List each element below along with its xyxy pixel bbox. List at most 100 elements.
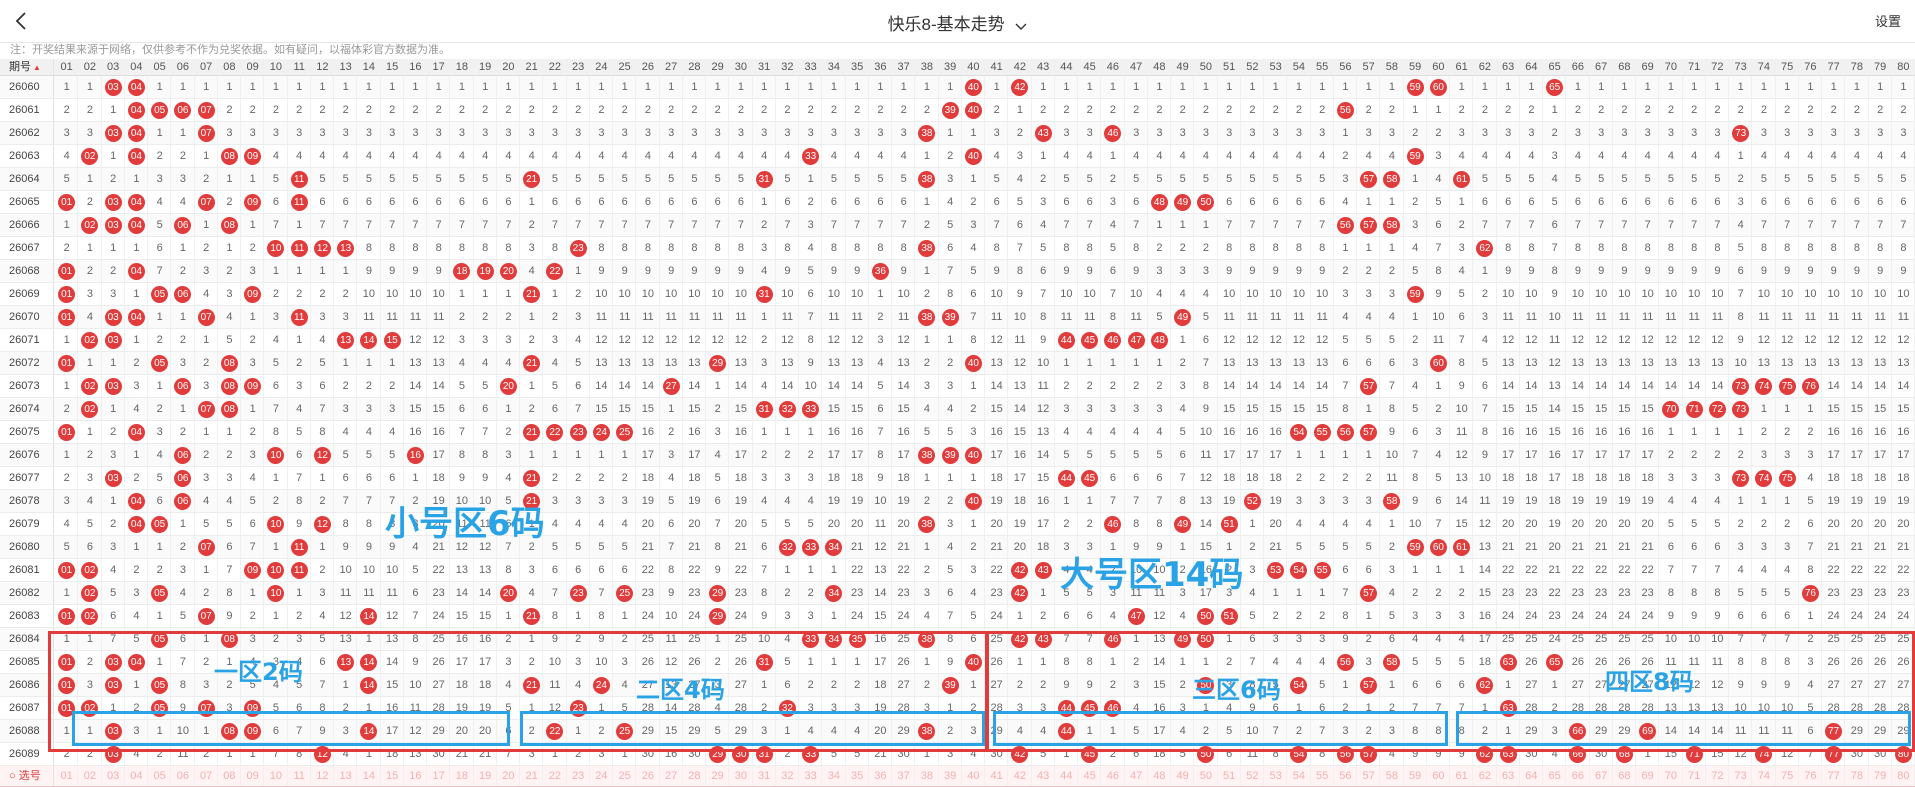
- select-number-button[interactable]: 53: [1265, 766, 1288, 786]
- number-cell: 01: [56, 306, 79, 328]
- select-number-button[interactable]: 67: [1591, 766, 1613, 786]
- select-number-button[interactable]: 19: [475, 766, 497, 786]
- select-number-button[interactable]: 52: [1242, 766, 1265, 786]
- select-number-button[interactable]: 26: [637, 766, 660, 786]
- select-number-button[interactable]: 09: [242, 766, 265, 786]
- select-number-button[interactable]: 69: [1637, 766, 1660, 786]
- select-number-button[interactable]: 56: [1335, 766, 1358, 786]
- select-number-button[interactable]: 72: [1707, 766, 1730, 786]
- select-number-button[interactable]: 03: [103, 766, 125, 786]
- select-number-button[interactable]: 70: [1660, 766, 1683, 786]
- select-number-button[interactable]: 65: [1544, 766, 1567, 786]
- select-number-button[interactable]: 31: [754, 766, 776, 786]
- select-number-button[interactable]: 73: [1730, 766, 1753, 786]
- select-number-button[interactable]: 76: [1800, 766, 1823, 786]
- select-number-button[interactable]: 24: [591, 766, 614, 786]
- number-header: 45: [1079, 59, 1102, 75]
- select-number-button[interactable]: 25: [614, 766, 637, 786]
- number-cell: 25: [1591, 628, 1613, 650]
- select-number-button[interactable]: 23: [568, 766, 590, 786]
- select-number-button[interactable]: 60: [1428, 766, 1451, 786]
- select-number-button[interactable]: 77: [1823, 766, 1846, 786]
- select-number-button[interactable]: 57: [1358, 766, 1381, 786]
- number-cell: 1: [126, 444, 149, 466]
- period-header[interactable]: 期号 ▲: [0, 59, 54, 75]
- select-number-button[interactable]: 64: [1521, 766, 1544, 786]
- select-number-button[interactable]: 46: [1102, 766, 1125, 786]
- select-number-button[interactable]: 04: [126, 766, 149, 786]
- select-number-button[interactable]: 62: [1474, 766, 1497, 786]
- select-number-button[interactable]: 63: [1498, 766, 1520, 786]
- select-number-button[interactable]: 55: [1312, 766, 1334, 786]
- select-number-button[interactable]: 66: [1567, 766, 1590, 786]
- number-cell: 31: [754, 283, 776, 305]
- select-number-button[interactable]: 68: [1614, 766, 1637, 786]
- select-number-button[interactable]: 15: [382, 766, 404, 786]
- select-number-button[interactable]: 16: [405, 766, 428, 786]
- select-number-button[interactable]: 07: [196, 766, 218, 786]
- select-number-button[interactable]: 40: [963, 766, 986, 786]
- number-cell: 12: [1288, 329, 1311, 351]
- select-number-button[interactable]: 13: [335, 766, 358, 786]
- select-number-button[interactable]: 41: [986, 766, 1009, 786]
- number-cell: 4: [707, 145, 730, 167]
- select-number-button[interactable]: 12: [312, 766, 335, 786]
- select-number-button[interactable]: 20: [498, 766, 521, 786]
- select-number-button[interactable]: 78: [1846, 766, 1869, 786]
- select-number-button[interactable]: 32: [777, 766, 800, 786]
- number-header: 61: [1451, 59, 1474, 75]
- select-number-button[interactable]: 45: [1079, 766, 1102, 786]
- select-number-button[interactable]: 33: [800, 766, 823, 786]
- select-number-button[interactable]: 36: [870, 766, 893, 786]
- select-number-button[interactable]: 74: [1753, 766, 1776, 786]
- number-cell: 34: [823, 582, 846, 604]
- select-number-button[interactable]: 58: [1381, 766, 1404, 786]
- select-number-button[interactable]: 35: [847, 766, 869, 786]
- select-number-button[interactable]: 49: [1172, 766, 1195, 786]
- select-number-button[interactable]: 11: [289, 766, 311, 786]
- select-number-button[interactable]: 47: [1126, 766, 1148, 786]
- settings-button[interactable]: 设置: [1874, 14, 1901, 29]
- select-number-button[interactable]: 08: [219, 766, 242, 786]
- select-number-button[interactable]: 21: [521, 766, 544, 786]
- select-number-button[interactable]: 51: [1219, 766, 1241, 786]
- select-number-button[interactable]: 17: [428, 766, 451, 786]
- select-number-button[interactable]: 05: [149, 766, 172, 786]
- select-number-button[interactable]: 18: [451, 766, 474, 786]
- select-number-button[interactable]: 10: [265, 766, 288, 786]
- page-title-dropdown[interactable]: 快乐8-基本走势: [0, 10, 1915, 36]
- select-number-button[interactable]: 44: [1056, 766, 1079, 786]
- select-number-button[interactable]: 14: [358, 766, 381, 786]
- drawn-number-ball: 04: [127, 102, 145, 119]
- back-icon[interactable]: [10, 9, 34, 33]
- select-number-button[interactable]: 39: [940, 766, 962, 786]
- number-cell: 9: [1242, 697, 1265, 719]
- select-number-button[interactable]: 42: [1009, 766, 1032, 786]
- select-number-button[interactable]: 01: [56, 766, 79, 786]
- select-number-button[interactable]: 43: [1033, 766, 1055, 786]
- number-cell: 21: [521, 168, 544, 190]
- select-number-button[interactable]: 30: [730, 766, 753, 786]
- select-number-button[interactable]: 75: [1777, 766, 1799, 786]
- select-number-button[interactable]: 48: [1149, 766, 1172, 786]
- select-number-button[interactable]: 50: [1195, 766, 1218, 786]
- select-number-button[interactable]: 06: [172, 766, 195, 786]
- number-cell: 6: [1219, 743, 1241, 765]
- select-number-button[interactable]: 27: [661, 766, 683, 786]
- select-number-button[interactable]: 28: [684, 766, 707, 786]
- select-number-button[interactable]: 59: [1405, 766, 1427, 786]
- number-cell: 7: [707, 513, 730, 535]
- select-number-button[interactable]: 29: [707, 766, 730, 786]
- select-number-button[interactable]: 71: [1684, 766, 1706, 786]
- select-number-button[interactable]: 37: [893, 766, 916, 786]
- select-number-button[interactable]: 61: [1451, 766, 1474, 786]
- select-number-button[interactable]: 80: [1893, 766, 1915, 786]
- select-number-button[interactable]: 22: [544, 766, 567, 786]
- select-number-button[interactable]: 34: [823, 766, 846, 786]
- select-number-button[interactable]: 02: [79, 766, 102, 786]
- sort-icon[interactable]: ▲: [33, 63, 41, 72]
- select-number-button[interactable]: 79: [1870, 766, 1892, 786]
- select-number-button[interactable]: 38: [916, 766, 939, 786]
- select-number-button[interactable]: 54: [1288, 766, 1311, 786]
- number-cell: 8: [1428, 260, 1451, 282]
